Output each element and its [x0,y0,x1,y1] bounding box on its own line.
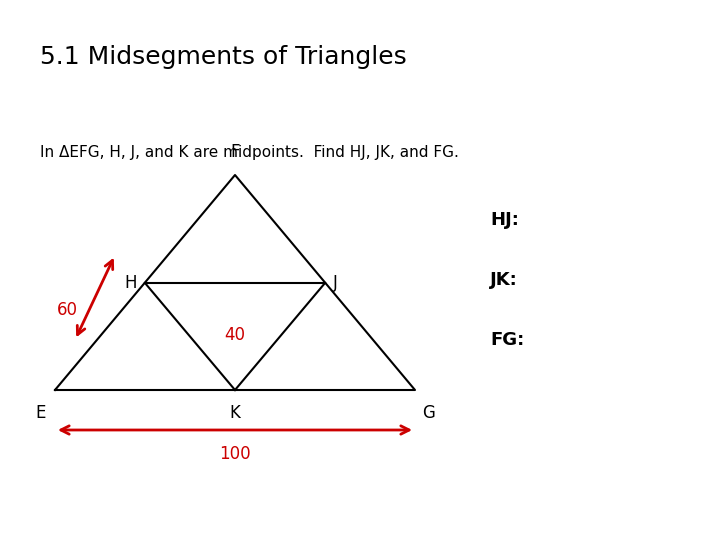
Text: K: K [230,404,240,422]
Text: E: E [36,404,46,422]
Text: JK:: JK: [490,271,518,289]
Text: 100: 100 [219,445,251,463]
Text: F: F [230,143,240,161]
Text: H: H [125,274,137,292]
Text: HJ:: HJ: [490,211,519,229]
Text: 40: 40 [225,326,246,344]
Text: In ΔEFG, H, J, and K are midpoints.  Find HJ, JK, and FG.: In ΔEFG, H, J, and K are midpoints. Find… [40,145,459,160]
Text: 60: 60 [57,301,78,319]
Text: J: J [333,274,338,292]
Text: G: G [423,404,436,422]
Text: 5.1 Midsegments of Triangles: 5.1 Midsegments of Triangles [40,45,407,69]
Text: FG:: FG: [490,331,524,349]
